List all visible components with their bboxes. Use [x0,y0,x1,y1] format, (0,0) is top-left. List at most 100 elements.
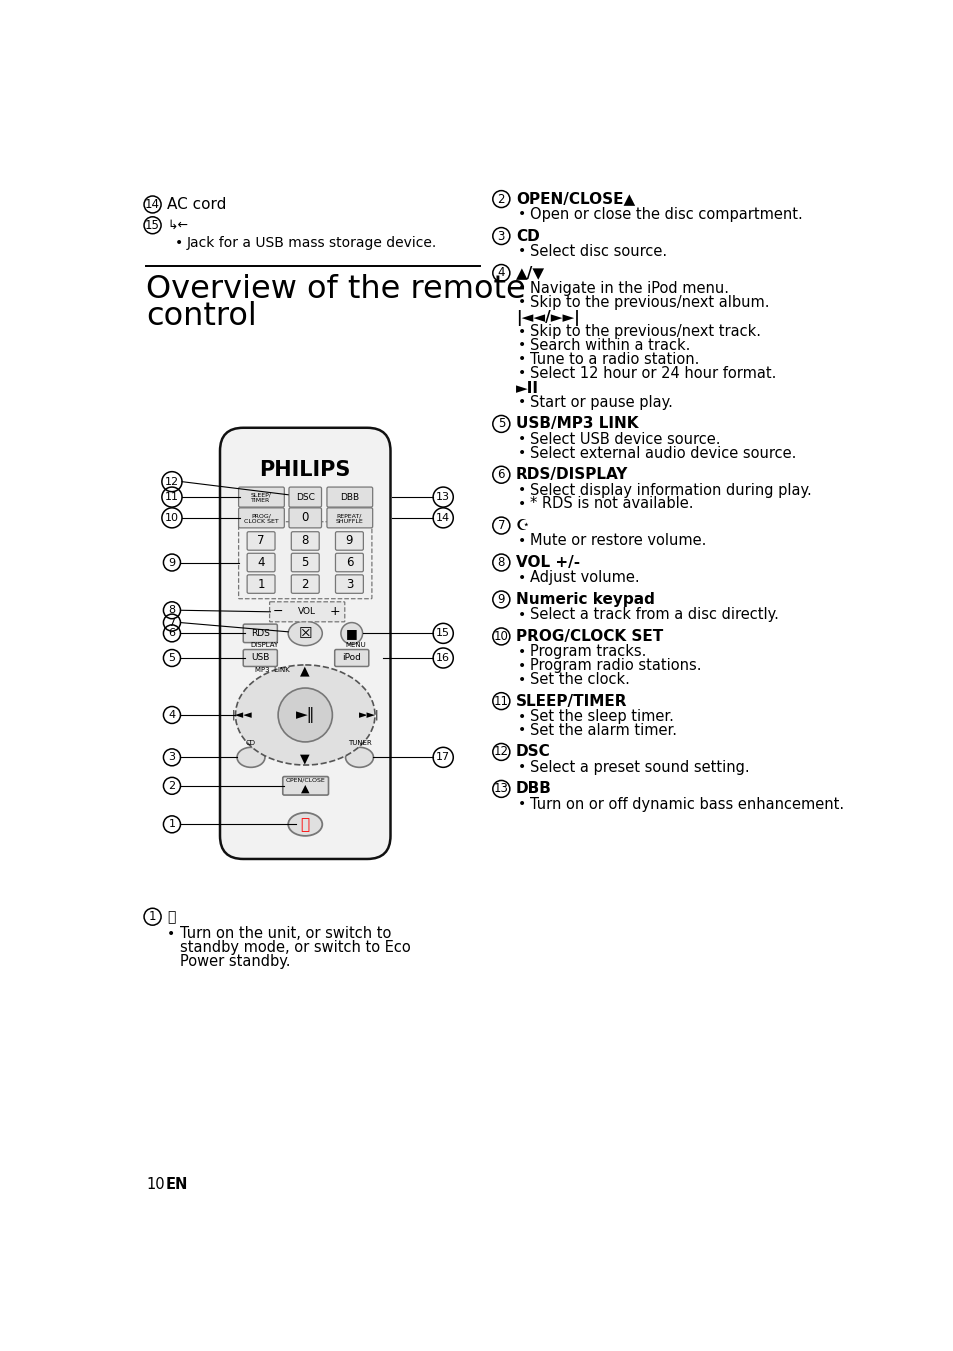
Text: 1: 1 [149,911,156,923]
Text: CLOCK SET: CLOCK SET [243,519,278,524]
Text: 1: 1 [257,578,265,590]
Text: •: • [517,761,526,774]
Text: CD: CD [246,740,255,747]
Text: ►‖: ►‖ [295,707,314,723]
Ellipse shape [345,747,373,767]
Text: Start or pause play.: Start or pause play. [530,394,672,409]
FancyBboxPatch shape [247,532,274,550]
FancyBboxPatch shape [247,554,274,571]
Text: 10: 10 [146,1177,165,1192]
Text: |◄◄/►►|: |◄◄/►►| [516,309,579,326]
Text: •: • [167,927,175,940]
Text: 16: 16 [436,653,450,663]
Text: RDS: RDS [251,628,270,638]
Text: •: • [517,281,526,296]
Text: Navigate in the iPod menu.: Navigate in the iPod menu. [530,281,728,296]
Text: 11: 11 [494,694,508,708]
Text: Program radio stations.: Program radio stations. [530,658,700,673]
Text: USB: USB [251,654,269,662]
Text: 3: 3 [169,753,175,762]
Text: iPod: iPod [342,654,361,662]
Text: 6: 6 [169,628,175,639]
Text: •: • [517,446,526,461]
Text: Mute or restore volume.: Mute or restore volume. [530,534,705,549]
Text: 7: 7 [497,519,504,532]
FancyBboxPatch shape [238,508,284,528]
Text: Select USB device source.: Select USB device source. [530,432,720,447]
Text: ■: ■ [346,627,357,640]
FancyBboxPatch shape [238,521,372,598]
Text: OPEN/CLOSE▲: OPEN/CLOSE▲ [516,192,635,207]
Text: Power standby.: Power standby. [179,954,290,969]
Text: SLEEP/TIMER: SLEEP/TIMER [516,693,627,709]
Text: VOL: VOL [297,608,315,616]
Text: Select 12 hour or 24 hour format.: Select 12 hour or 24 hour format. [530,366,776,381]
FancyBboxPatch shape [243,650,277,666]
Circle shape [278,688,332,742]
Text: 4: 4 [257,557,265,569]
Text: 12: 12 [165,477,179,486]
Text: Open or close the disc compartment.: Open or close the disc compartment. [530,207,801,222]
Text: 13: 13 [436,492,450,503]
Text: ⏻: ⏻ [300,817,310,832]
Text: •: • [517,673,526,686]
Text: •: • [517,396,526,409]
Text: 1: 1 [169,819,175,830]
Text: •: • [517,366,526,380]
Text: 10: 10 [494,630,508,643]
Text: Program tracks.: Program tracks. [530,644,646,659]
Text: •: • [517,709,526,724]
Text: DBB: DBB [339,493,358,501]
Text: 14: 14 [145,199,160,211]
Text: 3: 3 [497,230,504,243]
Text: DISPLAY: DISPLAY [251,642,279,648]
Text: MENU: MENU [345,642,366,648]
Text: •: • [517,296,526,309]
FancyBboxPatch shape [270,601,344,621]
Text: 7: 7 [169,617,175,628]
Text: control: control [146,301,257,331]
Ellipse shape [235,665,375,765]
Text: 7: 7 [257,535,265,547]
Text: Overview of the remote: Overview of the remote [146,274,525,305]
Text: 2: 2 [497,193,504,205]
Text: •: • [517,353,526,366]
Text: •: • [174,236,183,250]
FancyBboxPatch shape [243,624,277,643]
Text: 13: 13 [494,782,508,796]
Text: PROG/CLOCK SET: PROG/CLOCK SET [516,630,662,644]
Text: •: • [517,484,526,497]
FancyBboxPatch shape [335,574,363,593]
Text: •: • [517,644,526,659]
Text: Skip to the previous/next track.: Skip to the previous/next track. [530,324,760,339]
Text: Adjust volume.: Adjust volume. [530,570,639,585]
Text: 11: 11 [165,492,179,503]
FancyBboxPatch shape [335,650,369,666]
FancyBboxPatch shape [289,488,321,507]
Text: •: • [517,608,526,621]
FancyBboxPatch shape [282,777,328,794]
FancyBboxPatch shape [291,532,319,550]
Text: ☒: ☒ [298,626,312,640]
Text: REPEAT/: REPEAT/ [336,513,362,517]
Text: VOL +/-: VOL +/- [516,555,579,570]
Text: Tune to a radio station.: Tune to a radio station. [530,351,699,366]
Text: Set the alarm timer.: Set the alarm timer. [530,723,677,738]
Text: Select display information during play.: Select display information during play. [530,482,811,497]
Text: 6: 6 [497,469,504,481]
Text: Select a track from a disc directly.: Select a track from a disc directly. [530,608,778,623]
Text: PHILIPS: PHILIPS [259,461,351,480]
Text: •: • [517,659,526,673]
Text: standby mode, or switch to Eco: standby mode, or switch to Eco [179,940,410,955]
Text: AC cord: AC cord [167,197,227,212]
Text: Set the clock.: Set the clock. [530,671,629,688]
Text: PROG/: PROG/ [251,513,271,517]
FancyBboxPatch shape [247,574,274,593]
Ellipse shape [236,747,265,767]
Text: +: + [329,605,340,619]
Text: USB/MP3 LINK: USB/MP3 LINK [516,416,638,431]
Text: 6: 6 [345,557,353,569]
Text: 17: 17 [436,753,450,762]
FancyBboxPatch shape [291,554,319,571]
Text: OPEN/CLOSE: OPEN/CLOSE [285,778,325,784]
